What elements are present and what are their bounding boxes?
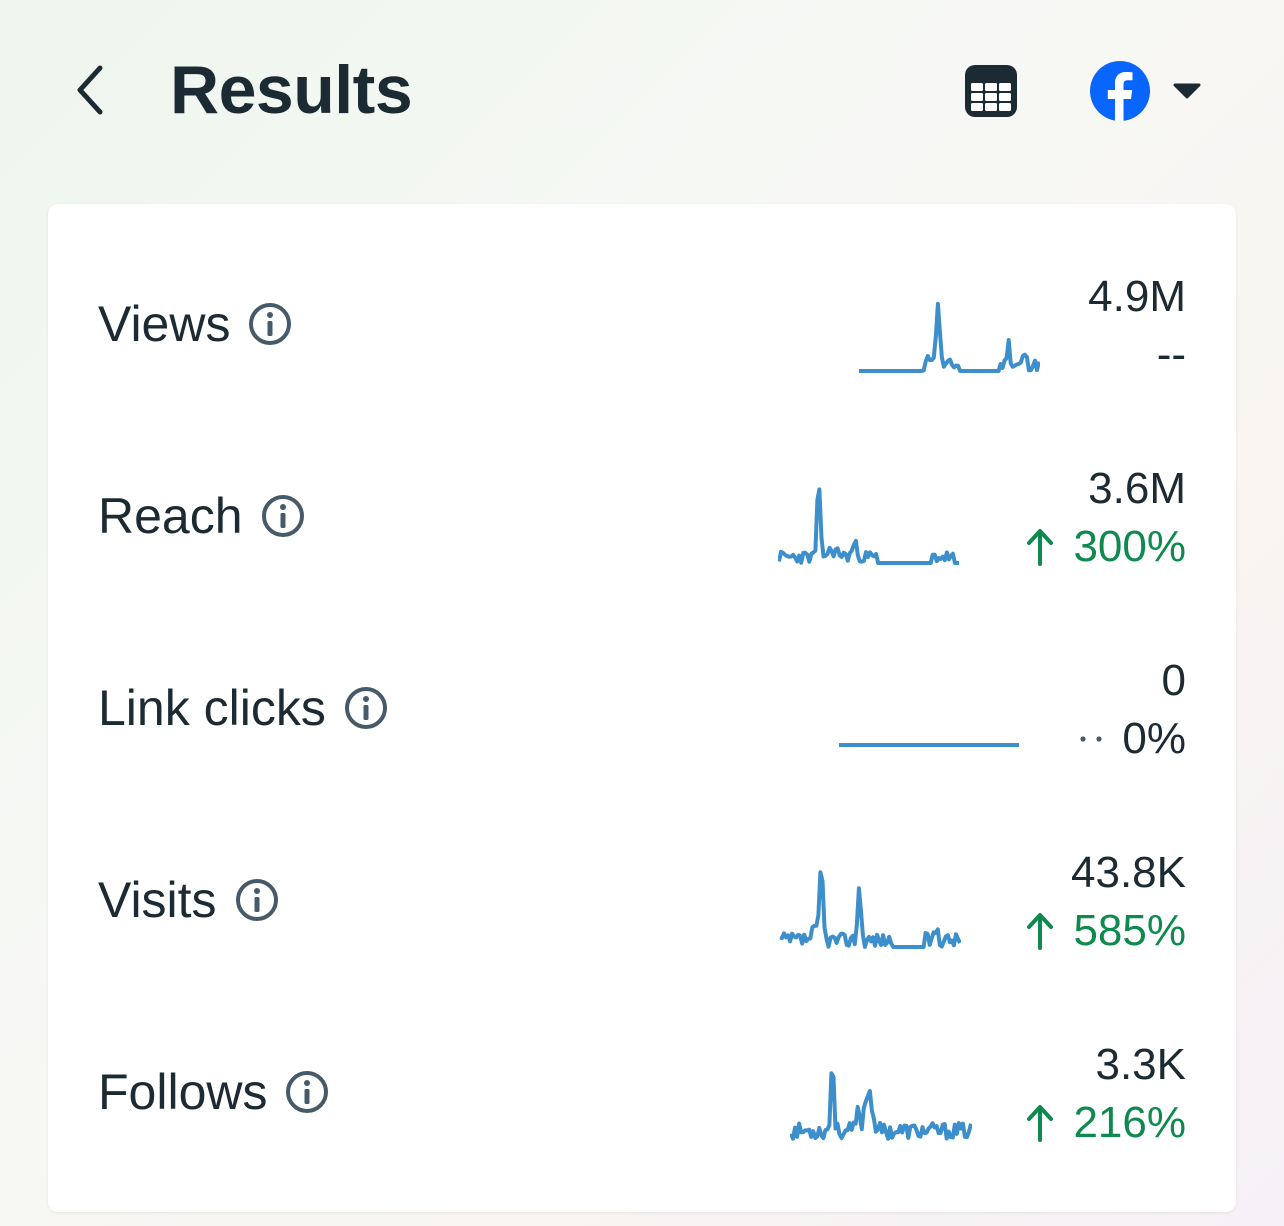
change-text: 585% [1073,906,1186,955]
info-icon[interactable] [261,494,305,538]
metric-change: 216% [1025,1093,1186,1153]
info-icon[interactable] [344,686,388,730]
change-text: 300% [1073,522,1186,571]
metric-value: 0 [1161,656,1186,705]
facebook-icon [1090,61,1150,121]
sparkline-views [859,301,1040,373]
sparkline-follows [790,1071,972,1141]
metric-name: Reach [98,488,243,544]
metric-values: 3.6M 300% [1025,461,1186,577]
back-button[interactable] [60,58,120,122]
metric-label: Reach [98,487,305,545]
sparkline-path [779,870,961,949]
metric-value: 4.9M [1088,272,1186,321]
metric-name: Follows [98,1064,268,1120]
metric-row-views[interactable]: Views 4.9M -- [48,249,1236,399]
page-title: Results [170,52,413,128]
change-text: 216% [1073,1098,1186,1147]
info-icon[interactable] [235,878,279,922]
metric-value: 3.3K [1095,1040,1186,1089]
arrow-up-icon [1025,527,1055,567]
table-view-button[interactable] [958,58,1024,124]
info-icon[interactable] [248,302,292,346]
metric-name: Link clicks [98,680,326,736]
arrow-up-icon [1025,1103,1055,1143]
metric-row-visits[interactable]: Visits 43.8K 585% [48,825,1236,975]
header: Results [0,0,1284,180]
sparkline-path [778,487,959,565]
change-text: 0% [1122,714,1186,763]
sparkline-reach [778,487,959,565]
metric-row-follows[interactable]: Follows 3.3K 216% [48,1017,1236,1167]
sparkline-link-clicks [839,743,1019,747]
results-card: Views 4.9M -- Reach 3.6M [48,204,1236,1212]
metric-values: 3.3K 216% [1025,1037,1186,1153]
sparkline-visits [779,870,961,949]
caret-down-icon [1173,83,1201,99]
metric-change: 0% [1078,709,1186,769]
table-icon [965,65,1017,117]
metric-value: 3.6M [1088,464,1186,513]
metric-change: -- [1088,325,1186,385]
metric-row-reach[interactable]: Reach 3.6M 300% [48,441,1236,591]
metric-value: 43.8K [1071,848,1186,897]
metric-label: Visits [98,871,279,929]
metric-values: 0 0% [1078,653,1186,769]
metric-label: Views [98,295,292,353]
metric-name: Views [98,296,231,352]
metric-values: 43.8K 585% [1025,845,1186,961]
metric-name: Visits [98,872,217,928]
arrow-up-icon [1025,911,1055,951]
info-icon[interactable] [285,1070,329,1114]
metric-values: 4.9M -- [1088,269,1186,385]
chevron-left-icon [77,65,103,115]
dots-icon [1078,733,1104,745]
metric-change: 300% [1025,517,1186,577]
sparkline-path [859,301,1040,373]
platform-switcher[interactable] [1088,58,1208,124]
metric-change: 585% [1025,901,1186,961]
metric-row-link-clicks[interactable]: Link clicks 0 0% [48,633,1236,783]
sparkline-path [790,1071,972,1141]
change-text: -- [1156,330,1186,379]
metric-label: Follows [98,1063,329,1121]
metric-label: Link clicks [98,679,388,737]
